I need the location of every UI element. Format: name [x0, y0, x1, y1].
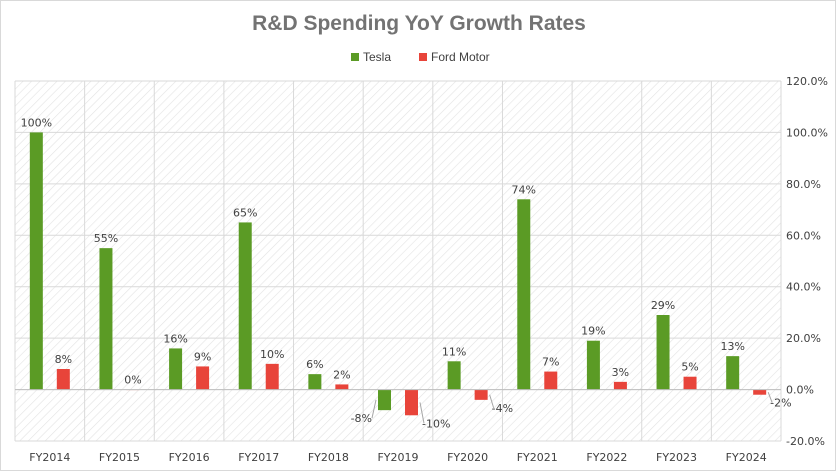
ford-value-label: 3%: [612, 366, 629, 379]
ford-value-label: 9%: [194, 350, 211, 363]
label-leader-line: [371, 399, 377, 419]
ford-value-label: 10%: [260, 348, 284, 361]
tesla-value-label: 55%: [94, 232, 118, 245]
data-labels: 100% 8% 55% 0% 16% 9% 65% 10% 6% 2% -8% -10% 11% -4% 7…: [21, 116, 792, 430]
x-tick-label: FY2022: [586, 451, 627, 464]
tesla-value-label: -8%: [351, 412, 372, 425]
ford-bar: [474, 389, 488, 400]
tesla-bar: [726, 356, 740, 390]
ford-bar: [196, 366, 210, 390]
ford-value-label: -10%: [422, 417, 450, 430]
label-leader-line: [489, 394, 495, 409]
bars: [29, 132, 767, 416]
tesla-bar: [238, 222, 252, 390]
tesla-value-label: 13%: [720, 340, 744, 353]
ford-value-label: -2%: [770, 397, 791, 410]
x-tick-label: FY2021: [517, 451, 558, 464]
ford-bar: [753, 389, 767, 395]
y-tick-label: 60.0%: [786, 229, 821, 242]
ford-value-label: 0%: [124, 374, 141, 387]
legend: Tesla Ford Motor: [351, 50, 490, 64]
label-leader-line: [419, 402, 425, 424]
tesla-value-label: 6%: [306, 358, 323, 371]
tesla-bar: [656, 315, 670, 390]
x-tick-label: FY2015: [99, 451, 140, 464]
ford-bar: [56, 369, 70, 390]
tesla-value-label: 11%: [442, 345, 466, 358]
plot-area: [15, 81, 781, 441]
ford-bar: [544, 371, 558, 390]
tesla-bar: [517, 199, 531, 390]
ford-bar: [405, 389, 418, 416]
y-tick-label: 100.0%: [786, 126, 828, 139]
tesla-value-label: 16%: [163, 332, 187, 345]
gridlines: [14, 80, 782, 442]
ford-bar: [335, 384, 349, 390]
x-tick-label: FY2020: [447, 451, 488, 464]
x-tick-label: FY2019: [377, 451, 418, 464]
tesla-value-label: 19%: [581, 325, 605, 338]
tesla-value-label: 65%: [233, 206, 257, 219]
x-tick-label: FY2023: [656, 451, 697, 464]
ford-value-label: 7%: [542, 356, 559, 369]
tesla-bar: [586, 340, 600, 390]
ford-value-label: -4%: [492, 402, 513, 415]
y-tick-label: -20.0%: [786, 435, 825, 448]
x-tick-label: FY2017: [238, 451, 279, 464]
y-tick-label: 80.0%: [786, 178, 821, 191]
x-tick-label: FY2016: [169, 451, 210, 464]
tesla-bar: [29, 132, 43, 390]
y-tick-label: 0.0%: [786, 384, 814, 397]
tesla-bar: [99, 248, 113, 390]
label-leader-line: [767, 391, 773, 403]
tesla-bar: [447, 361, 461, 390]
x-tick-label: FY2014: [29, 451, 70, 464]
chart-title: R&D Spending YoY Growth Rates: [252, 12, 586, 35]
tesla-bar: [308, 374, 322, 390]
tesla-value-label: 74%: [512, 183, 536, 196]
ford-value-label: 2%: [333, 368, 350, 381]
ford-bar: [265, 363, 279, 390]
tesla-value-label: 29%: [651, 299, 675, 312]
y-tick-label: 20.0%: [786, 332, 821, 345]
tesla-bar: [378, 389, 391, 411]
axes: -20.0% 0.0% 20.0% 40.0% 60.0% 80.0% 100.0% 120.…: [15, 75, 828, 464]
tesla-bar: [169, 348, 183, 390]
ford-bar: [613, 381, 627, 390]
x-tick-label: FY2018: [308, 451, 349, 464]
legend-label: Ford Motor: [431, 50, 490, 64]
y-tick-label: 120.0%: [786, 75, 828, 88]
ford-bar: [683, 376, 697, 390]
legend-label: Tesla: [363, 50, 391, 64]
tesla-value-label: 100%: [21, 116, 52, 129]
x-tick-label: FY2024: [726, 451, 767, 464]
legend-swatch: [351, 53, 359, 61]
ford-value-label: 5%: [681, 361, 698, 374]
legend-swatch: [419, 53, 427, 61]
ford-value-label: 8%: [55, 353, 72, 366]
y-tick-label: 40.0%: [786, 281, 821, 294]
